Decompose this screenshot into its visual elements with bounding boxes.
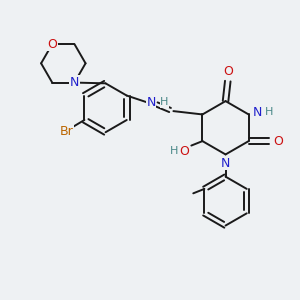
- Text: H: H: [169, 146, 178, 156]
- Text: O: O: [223, 64, 233, 78]
- Text: H: H: [265, 107, 273, 117]
- Text: O: O: [180, 145, 190, 158]
- Text: N: N: [70, 76, 79, 89]
- Text: N: N: [253, 106, 262, 119]
- Text: O: O: [47, 38, 57, 51]
- Text: H: H: [160, 97, 169, 107]
- Text: N: N: [221, 157, 230, 170]
- Text: O: O: [274, 135, 284, 148]
- Text: N: N: [146, 96, 156, 109]
- Text: Br: Br: [60, 124, 74, 138]
